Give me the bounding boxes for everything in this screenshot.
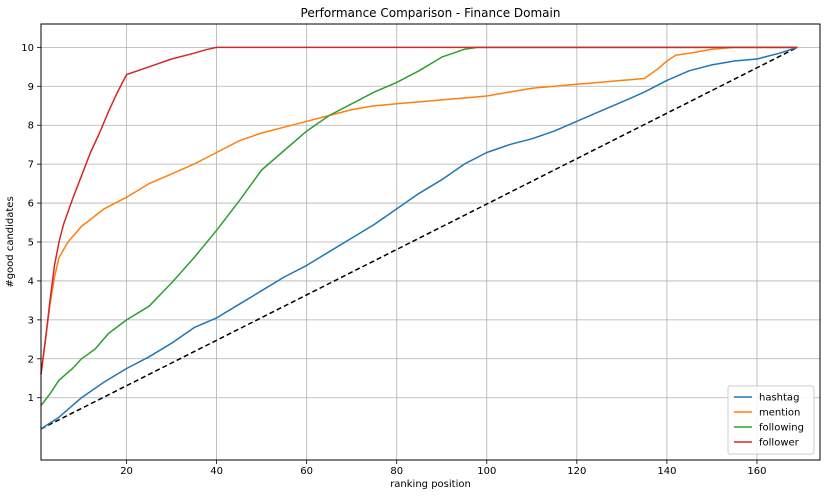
baseline-layer [40,46,798,430]
y-tick-label: 6 [28,199,34,210]
series-layer [40,46,798,430]
y-tick-label: 3 [28,315,34,326]
x-axis-title: ranking position [390,479,471,490]
x-tick-label: 100 [477,466,496,477]
legend-label: mention [759,408,800,419]
y-tick-label: 2 [28,354,34,365]
x-tick-label: 40 [210,466,223,477]
x-tick-label: 80 [390,466,403,477]
y-tick-label: 10 [21,43,34,54]
y-tick-label: 1 [28,393,34,404]
series-line-following [40,46,798,406]
y-tick-label: 7 [28,160,34,171]
ticks-layer: 20 40 60 80 100 120 140 160 1 2 3 4 5 6 7 8 9 10 [21,43,766,477]
x-tick-label: 20 [120,466,133,477]
grid [41,24,820,460]
legend: hashtag mention following follower [727,385,815,455]
y-tick-label: 8 [28,121,34,132]
x-tick-label: 120 [567,466,586,477]
series-line-hashtag [40,46,798,430]
legend-label: following [759,423,804,434]
legend-label: follower [759,438,800,449]
x-tick-label: 160 [747,466,766,477]
chart-title: Performance Comparison - Finance Domain [301,6,561,20]
x-tick-label: 60 [300,466,313,477]
series-line-mention [40,46,798,375]
baseline-line [40,46,798,430]
y-tick-label: 4 [28,276,34,287]
series-line-follower [40,46,798,375]
legend-label: hashtag [759,393,799,404]
x-tick-label: 140 [657,466,676,477]
y-tick-label: 9 [28,82,34,93]
y-axis-title: #good candidates [5,196,16,287]
legend-box [727,385,815,455]
y-tick-label: 5 [28,238,34,249]
